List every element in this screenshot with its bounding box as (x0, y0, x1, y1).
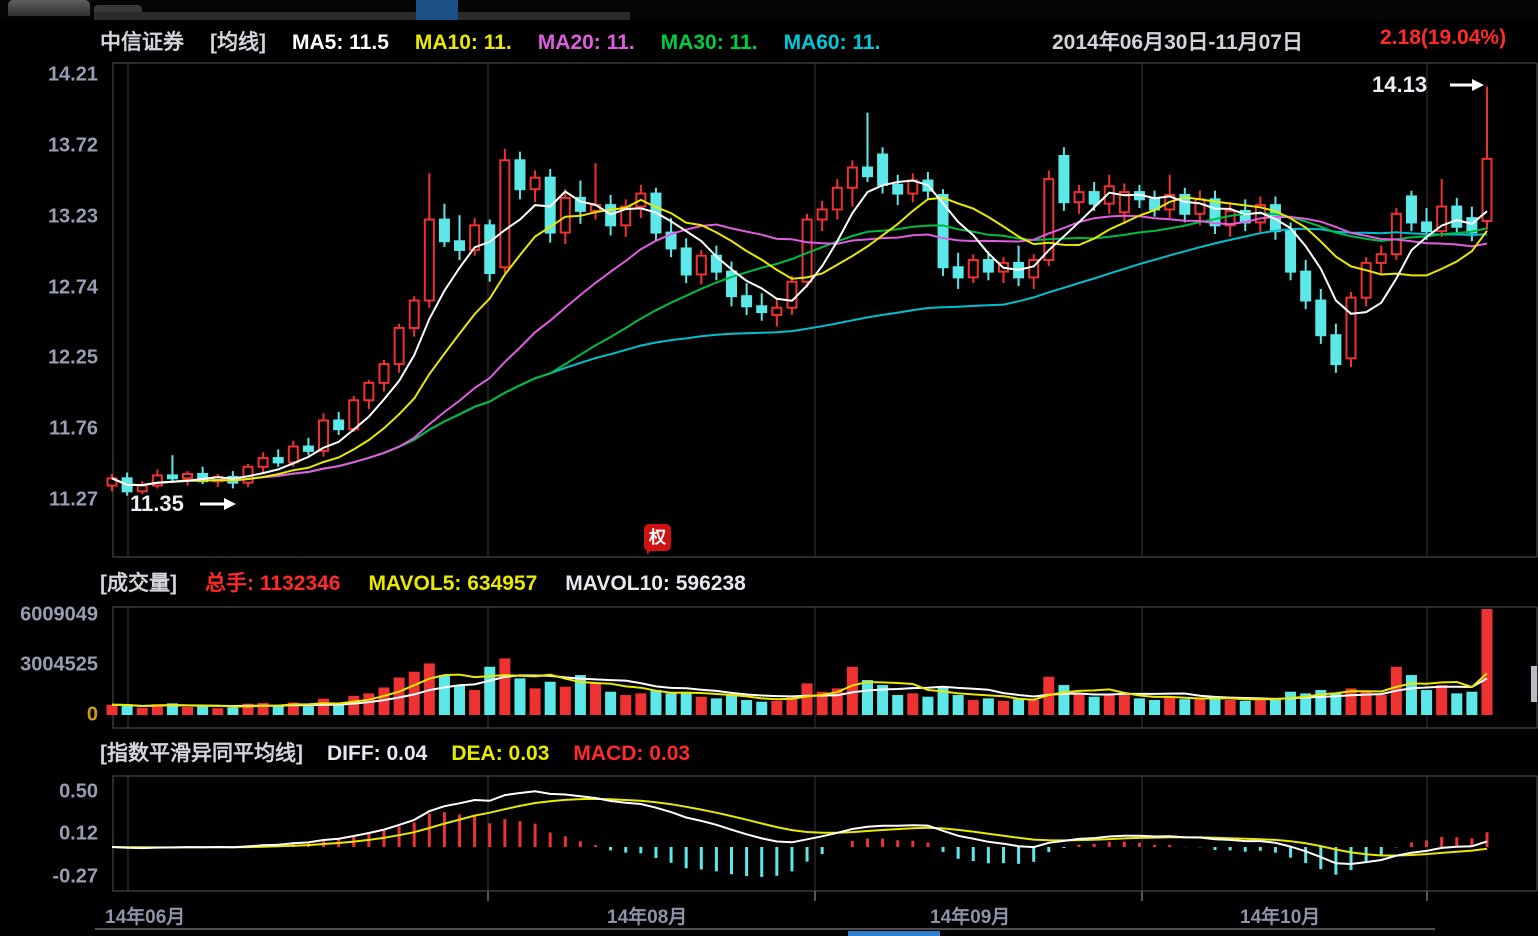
mavol-lines (111, 672, 1488, 708)
window-toolbar-fragment (94, 12, 630, 20)
window-scroll-fragment[interactable] (416, 0, 458, 20)
volume-total: 总手: 1132346 (205, 572, 341, 595)
ma-legend: MA5: 11.5 MA10: 11. MA20: 11. MA30: 11. MA60… (292, 31, 906, 55)
bottom-scrollbar-track[interactable] (95, 928, 1435, 930)
axis-tick-label: 0.50 (59, 780, 98, 803)
bottom-scrollbar-thumb[interactable] (848, 931, 940, 936)
axis-tick-label: 0.12 (59, 822, 98, 845)
ma-legend-item: MA30: 11. (660, 31, 758, 54)
macd-value: MACD: 0.03 (573, 742, 691, 765)
rights-badge-label: 权 (649, 528, 666, 547)
chart-header: 中信证券 [均线] MA5: 11.5 MA10: 11. MA20: 11. MA30:… (100, 26, 932, 56)
ma-legend-item: MA20: 11. (537, 31, 635, 54)
axis-tick-label: 11.76 (49, 417, 98, 440)
mavol10-value: MAVOL10: 596238 (565, 572, 746, 595)
ma-legend-item: MA5: 11.5 (292, 31, 389, 54)
axis-tick-label: 14.21 (47, 63, 98, 86)
axis-tick-label: 3004525 (20, 653, 98, 676)
volume-header: [成交量] 总手: 1132346 MAVOL5: 634957 MAVOL10: 5… (100, 567, 774, 597)
axis-tick-label: 13.23 (47, 205, 98, 228)
mavol5-value: MAVOL5: 634957 (368, 572, 538, 595)
axis-tick-label: 12.74 (47, 276, 98, 298)
macd-section-label: [指数平滑异同平均线] (100, 742, 303, 765)
xaxis-label-oct: 14年10月 (1240, 907, 1321, 928)
volume-section-label: [成交量] (100, 572, 177, 595)
grid-layer (112, 62, 1538, 901)
date-range: 2014年06月30日-11月07日 (1052, 31, 1303, 54)
axis-tick-label: 11.27 (49, 488, 98, 511)
stock-name: 中信证券 (100, 31, 184, 54)
dea-value: DEA: 0.03 (451, 742, 550, 765)
high-annotation: 14.13 (1372, 72, 1428, 97)
candles-layer (106, 86, 1493, 496)
axis-tick-label: 6009049 (20, 603, 98, 626)
right-scrollbar-thumb[interactable] (1531, 666, 1537, 702)
xaxis-label-aug: 14年08月 (607, 907, 688, 928)
rights-adjustment-badge[interactable]: 权 (644, 524, 671, 555)
window-tab[interactable] (8, 0, 90, 16)
axis-tick-label: -0.27 (52, 865, 98, 888)
xaxis-label-sep: 14年09月 (930, 907, 1011, 928)
macd-layer (111, 790, 1489, 877)
window-top-strip (0, 0, 1538, 20)
axis-tick-label: 12.25 (47, 346, 98, 369)
axis-tick-label: 0 (86, 703, 98, 726)
ma-lines (111, 179, 1488, 487)
axis-tick-label: 13.72 (47, 134, 98, 157)
indicator-tag: [均线] (210, 31, 266, 54)
ma-legend-item: MA10: 11. (414, 31, 512, 54)
macd-header: [指数平滑异同平均线] DIFF: 0.04 DEA: 0.03 MACD: 0.03 (100, 737, 714, 767)
low-annotation: 11.35 (130, 491, 184, 516)
ma-legend-item: MA60: 11. (783, 31, 881, 54)
volume-bars (106, 609, 1493, 715)
xaxis-label-jun: 14年06月 (105, 907, 186, 928)
badge-pointer (647, 549, 652, 555)
annotation-arrows (200, 79, 1484, 510)
period-change: 2.18(19.04%) (1380, 26, 1507, 49)
diff-value: DIFF: 0.04 (327, 742, 428, 765)
